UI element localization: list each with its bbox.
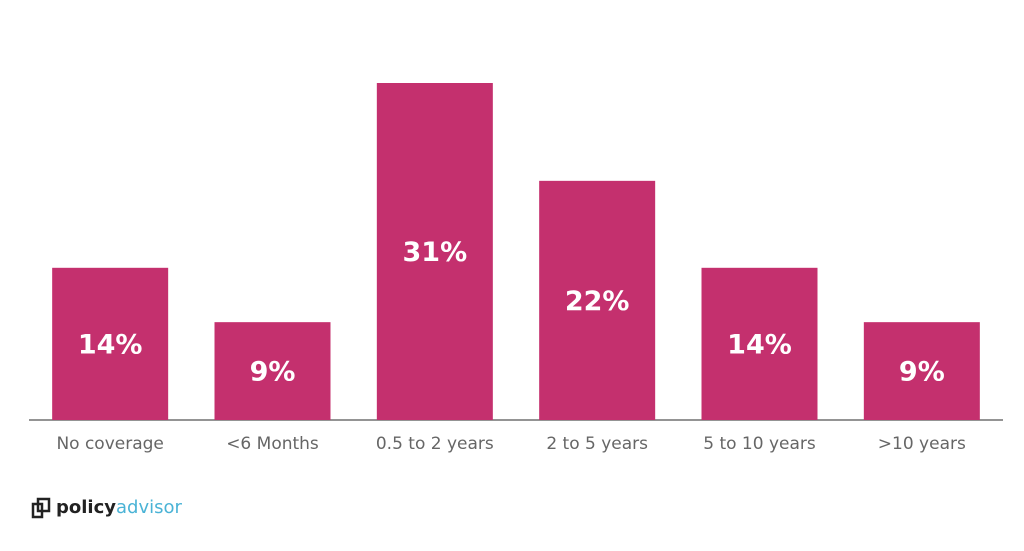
logo: policyadvisor <box>31 497 183 519</box>
x-tick-label: <6 Months <box>226 434 319 454</box>
bar <box>214 322 331 420</box>
logo-second: advisor <box>116 497 183 518</box>
value-label: 22% <box>565 286 630 317</box>
value-label: 31% <box>403 237 468 268</box>
bar <box>539 180 656 420</box>
x-tick-label: >10 years <box>878 434 966 454</box>
x-tick-label: No coverage <box>56 434 163 454</box>
value-label: 9% <box>899 357 945 388</box>
x-tick-label: 0.5 to 2 years <box>376 434 494 454</box>
logo-first: policy <box>56 497 116 518</box>
x-tick-label: 5 to 10 years <box>703 434 816 454</box>
value-label: 14% <box>78 329 143 360</box>
logo-icon <box>31 502 44 519</box>
value-label: 9% <box>250 357 296 388</box>
value-label: 14% <box>727 329 792 360</box>
bar <box>863 322 980 420</box>
logo-text: policyadvisor <box>56 497 183 518</box>
x-tick-label: 2 to 5 years <box>546 434 648 454</box>
bar <box>376 83 493 420</box>
bar <box>701 267 818 420</box>
bar <box>52 267 169 420</box>
